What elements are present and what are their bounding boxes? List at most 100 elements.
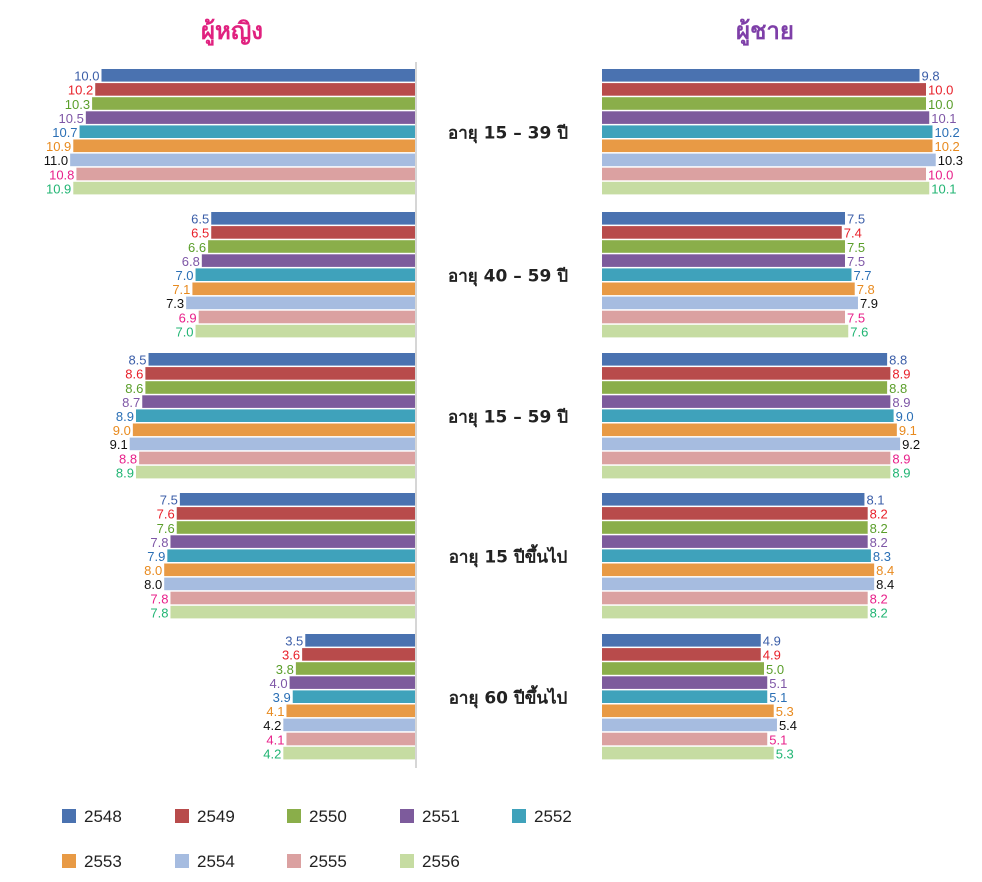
bar-male <box>602 395 891 408</box>
legend-swatch <box>175 809 189 823</box>
bar-female <box>295 662 415 675</box>
data-label-male: 9.2 <box>902 437 920 452</box>
bar-male <box>602 268 852 281</box>
bar-male <box>602 718 777 732</box>
bar-male <box>602 465 891 479</box>
panel-title-male: ผู้ชาย <box>736 17 794 46</box>
data-label-female: 7.0 <box>175 268 193 283</box>
bar-female <box>286 704 415 718</box>
bar-female <box>95 83 415 96</box>
data-label-male: 9.0 <box>896 409 914 424</box>
data-label-female: 3.5 <box>285 634 303 649</box>
data-label-male: 8.4 <box>876 577 894 592</box>
category-label: อายุ 40 – 59 ปี <box>448 265 568 286</box>
bar-male <box>602 451 891 465</box>
data-label-male: 5.4 <box>779 718 797 733</box>
bar-female <box>132 423 415 437</box>
data-label-male: 10.1 <box>931 111 956 126</box>
bar-female <box>145 367 415 380</box>
bar-male <box>602 437 901 451</box>
bar-male <box>602 704 774 718</box>
bar-male <box>602 353 888 366</box>
legend-swatch <box>400 809 414 823</box>
data-label-male: 5.1 <box>769 676 787 691</box>
data-label-male: 8.9 <box>892 395 910 410</box>
bar-male <box>602 521 868 534</box>
data-label-male: 5.1 <box>769 690 787 705</box>
data-label-female: 7.5 <box>160 493 178 508</box>
data-label-male: 7.6 <box>850 324 868 339</box>
bar-male <box>602 167 926 181</box>
bar-female <box>164 563 415 577</box>
bar-female <box>195 268 415 281</box>
bar-male <box>602 367 891 380</box>
data-label-male: 9.1 <box>899 423 917 438</box>
bar-female <box>192 282 415 296</box>
data-label-female: 6.9 <box>179 310 197 325</box>
bar-female <box>195 324 415 338</box>
data-label-male: 5.3 <box>776 746 794 761</box>
bar-male <box>602 563 875 577</box>
bar-male <box>602 83 926 96</box>
bar-female <box>167 549 415 562</box>
data-label-male: 7.5 <box>847 240 865 255</box>
data-label-male: 10.0 <box>928 97 953 112</box>
bar-female <box>170 535 415 548</box>
bar-female <box>101 69 415 82</box>
bar-female <box>208 240 415 253</box>
category-label: อายุ 60 ปีขึ้นไป <box>449 684 568 708</box>
bar-female <box>145 381 415 394</box>
bar-female <box>198 310 415 324</box>
bar-male <box>602 493 865 506</box>
bar-female <box>305 634 415 647</box>
data-label-female: 3.6 <box>282 648 300 663</box>
bar-female <box>176 521 415 534</box>
data-label-male: 10.2 <box>934 125 959 140</box>
data-label-female: 8.5 <box>128 353 146 368</box>
bar-female <box>135 465 416 479</box>
bar-female <box>289 676 415 689</box>
data-label-female: 4.1 <box>266 704 284 719</box>
data-label-male: 8.2 <box>870 535 888 550</box>
data-label-male: 8.4 <box>876 563 894 578</box>
legend-swatch <box>512 809 526 823</box>
data-label-male: 8.2 <box>870 507 888 522</box>
legend: 2548 2549 2550 2551 2552 2553 2554 2555 2556 <box>62 807 572 871</box>
data-label-male: 7.9 <box>860 296 878 311</box>
data-label-female: 8.8 <box>119 451 137 466</box>
data-label-male: 8.3 <box>873 549 891 564</box>
bar-female <box>79 125 416 138</box>
data-label-male: 8.1 <box>866 493 884 508</box>
data-label-female: 7.3 <box>166 296 184 311</box>
bar-male <box>602 605 868 619</box>
data-label-female: 10.7 <box>52 125 77 140</box>
legend-label: 2554 <box>197 852 235 871</box>
category-label: อายุ 15 ปีขึ้นไป <box>449 543 568 567</box>
data-label-female: 8.9 <box>116 409 134 424</box>
data-label-female: 9.1 <box>110 437 128 452</box>
data-label-female: 7.6 <box>157 521 175 536</box>
bar-female <box>73 139 415 153</box>
bar-male <box>602 634 761 647</box>
data-label-female: 4.2 <box>263 718 281 733</box>
bar-male <box>602 648 761 661</box>
bar-female <box>292 690 415 703</box>
legend-label: 2549 <box>197 807 235 826</box>
bar-male <box>602 240 845 253</box>
bar-male <box>602 153 936 167</box>
bar-female <box>129 437 415 451</box>
data-label-male: 7.7 <box>853 268 871 283</box>
data-label-male: 8.2 <box>870 605 888 620</box>
bar-male <box>602 125 933 138</box>
bar-female <box>283 718 415 732</box>
bar-male <box>602 212 845 225</box>
data-label-female: 8.0 <box>144 563 162 578</box>
bar-female <box>85 111 415 124</box>
data-label-male: 10.0 <box>928 83 953 98</box>
bar-female <box>73 181 415 195</box>
data-label-male: 10.3 <box>938 153 963 168</box>
bar-male <box>602 381 888 394</box>
bar-female <box>164 577 415 591</box>
data-label-female: 4.0 <box>270 676 288 691</box>
bar-female <box>76 167 416 181</box>
